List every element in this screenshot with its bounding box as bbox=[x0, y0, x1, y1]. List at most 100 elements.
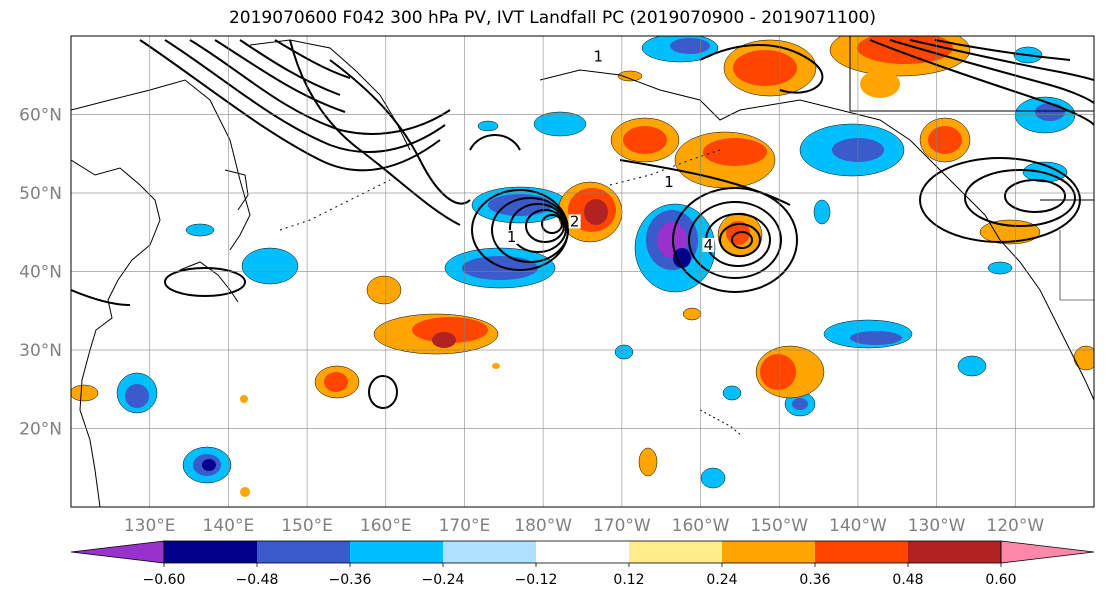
lat-label: 20°N bbox=[19, 420, 62, 440]
ivt-negative-region bbox=[722, 385, 742, 401]
lon-label: 180°W bbox=[514, 516, 572, 536]
ivt-negative-region bbox=[614, 344, 634, 360]
colorbar-label: −0.36 bbox=[329, 572, 372, 588]
ivt-shading bbox=[71, 36, 1094, 497]
colorbar-extend-low bbox=[70, 540, 165, 564]
pv-contour-line bbox=[469, 134, 521, 151]
pv-contour-line bbox=[189, 39, 451, 135]
longitude-labels: 130°E 140°E 150°E 160°E 170°E 180°W 170°W 160°W… bbox=[124, 516, 1045, 536]
pv-contour-line bbox=[619, 159, 791, 206]
ivt-positive-core bbox=[857, 36, 953, 64]
pv-closed-contour bbox=[719, 223, 761, 257]
pv-closed-contour bbox=[672, 187, 798, 293]
pv-contour-line bbox=[869, 39, 1094, 126]
pv-contour-line bbox=[239, 39, 341, 96]
lon-label: 120°W bbox=[986, 516, 1044, 536]
pv-contours bbox=[71, 39, 1094, 409]
lon-label: 130°W bbox=[908, 516, 966, 536]
state-borders bbox=[1059, 230, 1094, 301]
colorbar-segment bbox=[722, 541, 816, 563]
pv-contour-line bbox=[289, 39, 461, 226]
ivt-negative-core bbox=[673, 248, 691, 268]
ivt-positive-core bbox=[760, 354, 796, 390]
ivt-negative-core bbox=[488, 194, 552, 216]
pv-closed-contour bbox=[1004, 179, 1066, 213]
colorbar-segment bbox=[164, 541, 258, 563]
map-panel: 1 1 1 2 4 bbox=[70, 35, 1095, 508]
ivt-negative-core bbox=[125, 384, 149, 408]
pv-contour-line bbox=[71, 289, 131, 306]
lat-label: 30°N bbox=[19, 341, 62, 361]
ivt-negative-core bbox=[1035, 103, 1065, 121]
colorbar-segment bbox=[257, 541, 351, 563]
ivt-negative-core bbox=[670, 38, 710, 54]
ivt-negative-region bbox=[957, 355, 987, 377]
ivt-positive-region bbox=[860, 70, 900, 98]
ivt-negative-region bbox=[241, 247, 299, 285]
colorbar bbox=[70, 540, 1095, 564]
asia-coastline bbox=[71, 159, 161, 507]
pv-contour-line bbox=[699, 44, 824, 94]
lat-label: 40°N bbox=[19, 263, 62, 283]
lon-label: 170°E bbox=[439, 516, 491, 536]
ivt-positive-core bbox=[928, 126, 962, 154]
gridlines bbox=[71, 36, 1094, 507]
pv-contour-line bbox=[139, 39, 441, 172]
pv-closed-contour bbox=[688, 201, 782, 279]
colorbar-segment bbox=[350, 541, 444, 563]
pv-closed-contour bbox=[731, 231, 753, 249]
pv-contour-line bbox=[909, 39, 1094, 81]
pv-contour-line bbox=[214, 39, 346, 113]
colorbar-segment bbox=[629, 541, 723, 563]
coastlines bbox=[71, 36, 1094, 507]
north-america-coastline bbox=[984, 214, 1094, 401]
pv-closed-contour bbox=[919, 157, 1081, 243]
lon-label: 150°E bbox=[281, 516, 333, 536]
pv-closed-contour bbox=[491, 197, 569, 263]
lon-label: 160°E bbox=[360, 516, 412, 536]
ivt-positive-region bbox=[366, 275, 402, 305]
pv-contour-line bbox=[889, 39, 1094, 104]
sakhalin-coastline bbox=[224, 169, 249, 211]
pv-contour-line bbox=[329, 59, 471, 205]
ivt-negative-core bbox=[462, 256, 538, 280]
ivt-positive-core bbox=[733, 50, 797, 86]
ivt-negative-region bbox=[813, 199, 831, 225]
lon-label: 170°W bbox=[593, 516, 651, 536]
ivt-negative-region bbox=[477, 120, 499, 132]
ivt-positive-region bbox=[240, 487, 250, 497]
pv-contour-label: 1 bbox=[664, 173, 674, 191]
alaska-coastline bbox=[539, 69, 986, 216]
ivt-positive-core bbox=[703, 138, 767, 166]
colorbar-label: 0.48 bbox=[892, 572, 923, 588]
pv-label-bg bbox=[663, 175, 676, 190]
ivt-positive-core bbox=[623, 126, 667, 154]
pv-label-bg bbox=[505, 230, 518, 245]
colorbar-segment bbox=[443, 541, 537, 563]
colorbar-segment bbox=[815, 541, 909, 563]
lon-label: 140°E bbox=[203, 516, 255, 536]
lat-label: 50°N bbox=[19, 184, 62, 204]
lon-label: 160°W bbox=[672, 516, 730, 536]
pv-closed-contour bbox=[541, 214, 563, 234]
map-title: 2019070600 F042 300 hPa PV, IVT Landfall… bbox=[228, 8, 876, 28]
colorbar-label: 0.24 bbox=[706, 572, 737, 588]
pv-contour-label: 1 bbox=[507, 228, 517, 246]
colorbar-outline bbox=[163, 540, 1002, 564]
ivt-positive-region bbox=[979, 219, 1041, 245]
ivt-positive-core bbox=[432, 332, 456, 348]
colorbar-extend-high bbox=[1000, 540, 1095, 564]
pv-closed-contour bbox=[525, 209, 565, 243]
ivt-positive-region bbox=[240, 395, 248, 403]
lon-label: 150°W bbox=[750, 516, 808, 536]
ivt-positive-region bbox=[71, 384, 99, 402]
ivt-positive-core bbox=[584, 199, 608, 225]
colorbar-label: 0.60 bbox=[985, 572, 1016, 588]
hawaii-islands bbox=[699, 409, 743, 437]
colorbar-label: −0.48 bbox=[236, 572, 279, 588]
ivt-positive-region bbox=[682, 307, 702, 321]
lon-label: 130°E bbox=[124, 516, 176, 536]
ivt-negative-region bbox=[987, 261, 1013, 275]
colorbar-labels: −0.60 −0.48 −0.36 −0.24 −0.12 0.12 0.24 0.36 0.4… bbox=[143, 563, 1017, 588]
